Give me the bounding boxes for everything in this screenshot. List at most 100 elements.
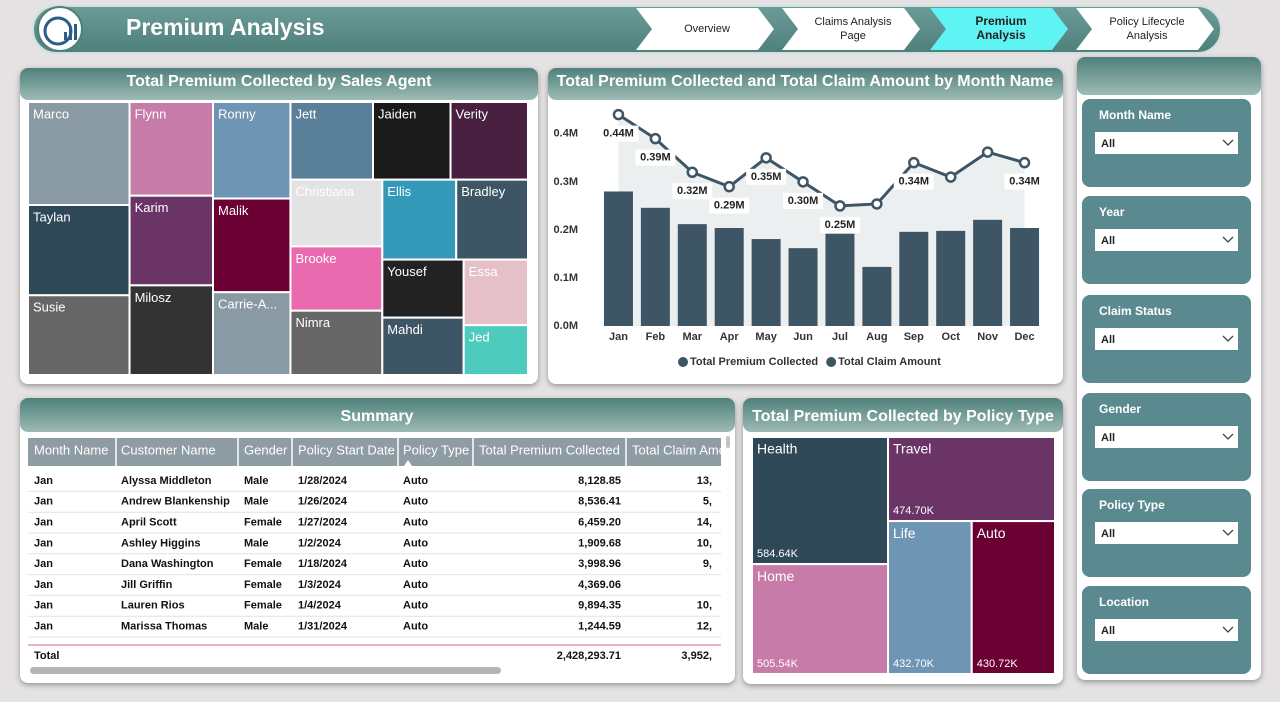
dropdown[interactable] — [1095, 132, 1238, 154]
table-cell: Jan — [34, 600, 53, 612]
table-cell: 1/26/2024 — [298, 496, 348, 508]
table-cell: Jill Griffin — [121, 579, 173, 591]
nav-tab[interactable] — [636, 8, 774, 50]
dropdown-chevron[interactable] — [1222, 139, 1234, 146]
line-point — [723, 180, 735, 193]
dropdown[interactable] — [1095, 619, 1238, 641]
x-tick-label: Apr — [720, 331, 740, 343]
tile-label: Marco — [33, 106, 69, 121]
dropdown[interactable] — [1095, 426, 1238, 448]
nav-tab[interactable] — [930, 8, 1068, 50]
line-point — [834, 200, 846, 212]
column-header[interactable]: Month Name — [34, 442, 108, 457]
tile-label: Jed — [469, 330, 490, 345]
data-label-bg — [783, 192, 824, 209]
nav-tab[interactable] — [1076, 8, 1214, 50]
scrollbar[interactable] — [30, 667, 501, 674]
nav-label[interactable]: Policy Lifecycle — [1109, 16, 1184, 28]
dropdown-value[interactable]: All — [1101, 625, 1115, 637]
logo-bar — [69, 28, 72, 40]
nav-label[interactable]: Page — [840, 30, 866, 42]
column-header[interactable]: Policy Start Date — [298, 442, 395, 457]
table-cell: Male — [244, 496, 268, 508]
total-claim: 3,952, — [681, 650, 712, 662]
table-cell: Jan — [34, 517, 53, 529]
table-cell: Dana Washington — [121, 558, 214, 570]
bar — [899, 231, 929, 326]
tile-label: Home — [757, 568, 795, 584]
data-label-bg — [746, 168, 787, 185]
table-cell: Jan — [34, 579, 53, 591]
table-cell: 9, — [703, 558, 712, 570]
table-cell: Ashley Higgins — [121, 537, 200, 549]
tile-label: Mahdi — [387, 322, 423, 337]
y-tick-label: 0.0M — [554, 320, 578, 332]
tile-label: Carrie-A... — [218, 297, 277, 312]
bar — [825, 233, 855, 326]
line-point — [760, 152, 772, 164]
dropdown-value[interactable]: All — [1101, 528, 1115, 540]
tile-value: 505.54K — [757, 658, 799, 670]
tile-label: Nimra — [295, 315, 330, 330]
legend-marker[interactable] — [826, 357, 837, 367]
tile-label: Ellis — [387, 184, 411, 199]
dropdown[interactable] — [1095, 328, 1238, 350]
dropdown[interactable] — [1095, 229, 1238, 251]
dropdown-value[interactable]: All — [1101, 138, 1115, 150]
data-label-bg — [672, 183, 713, 200]
treemap-tile — [887, 436, 1056, 523]
sort-indicator — [404, 460, 412, 466]
tile-label: Malik — [218, 203, 249, 218]
legend-label[interactable]: Total Claim Amount — [838, 356, 941, 368]
scrollbar[interactable] — [726, 436, 730, 448]
tile-label: Brooke — [295, 251, 336, 266]
line-point — [649, 132, 662, 145]
nav-label[interactable]: Claims Analysis — [814, 16, 892, 28]
dropdown-value[interactable]: All — [1101, 334, 1115, 346]
nav-label[interactable]: Premium — [975, 14, 1026, 28]
dropdown-chevron[interactable] — [1222, 626, 1234, 633]
dropdown[interactable] — [1095, 522, 1238, 544]
table-cell: Male — [244, 621, 268, 633]
data-label: 0.44M — [603, 128, 634, 140]
dropdown-chevron[interactable] — [1222, 529, 1234, 536]
line-point — [944, 171, 957, 183]
column-header[interactable]: Gender — [244, 442, 288, 457]
table-cell: Female — [244, 558, 282, 570]
line-point — [908, 156, 920, 169]
table-cell: Auto — [403, 579, 428, 591]
total-label: Total — [34, 650, 59, 662]
panel-header — [743, 398, 1063, 432]
nav-label[interactable]: Analysis — [976, 28, 1026, 42]
table-cell: 1/2/2024 — [298, 537, 342, 549]
legend-label[interactable]: Total Premium Collected — [690, 356, 818, 368]
table-cell: 1/4/2024 — [298, 600, 342, 612]
dropdown-chevron[interactable] — [1222, 433, 1234, 440]
tile-value: 430.72K — [977, 658, 1019, 670]
nav-label[interactable]: Analysis — [1127, 30, 1168, 42]
bar — [1010, 227, 1040, 326]
table-cell: 3,998.96 — [578, 558, 621, 570]
treemap-tile — [462, 324, 530, 377]
tile-label: Auto — [977, 525, 1006, 541]
table-cell: 1,909.68 — [578, 537, 621, 549]
line-point — [871, 198, 883, 210]
y-tick-label: 0.2M — [554, 224, 578, 236]
tile-value: 474.70K — [893, 505, 935, 517]
nav-label[interactable]: Overview — [684, 23, 730, 35]
column-header[interactable]: Total Premium Collected — [479, 442, 620, 457]
dropdown-value[interactable]: All — [1101, 432, 1115, 444]
dropdown-chevron[interactable] — [1222, 236, 1234, 243]
column-header[interactable]: Total Claim Amount — [632, 442, 744, 457]
column-header[interactable]: Customer Name — [121, 442, 216, 457]
tile-label: Jett — [295, 106, 316, 121]
column-header[interactable]: Policy Type — [403, 442, 469, 457]
dropdown-chevron[interactable] — [1222, 335, 1234, 342]
dropdown-value[interactable]: All — [1101, 235, 1115, 247]
treemap-tile — [381, 316, 465, 377]
data-label-bg — [893, 173, 934, 190]
bar — [936, 230, 966, 326]
nav-tab[interactable] — [782, 8, 920, 50]
header-bar — [32, 5, 1222, 54]
legend-marker[interactable] — [678, 357, 688, 367]
